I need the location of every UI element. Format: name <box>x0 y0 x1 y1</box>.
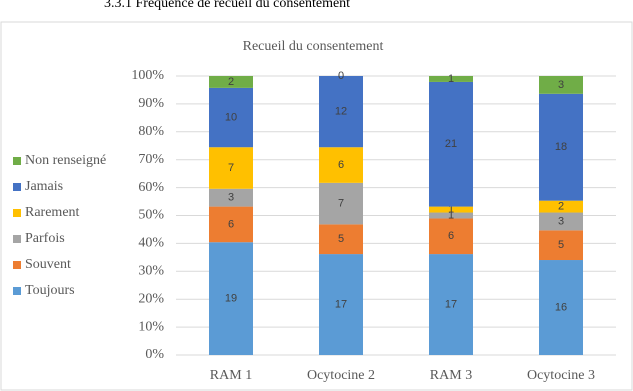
legend-label: Toujours <box>25 283 75 298</box>
bar-segment <box>209 206 253 243</box>
y-tick-label: 100% <box>131 68 164 83</box>
y-tick-label: 20% <box>138 291 164 306</box>
data-label: 2 <box>228 76 234 88</box>
legend-swatch <box>13 183 21 191</box>
bar-segment <box>319 76 363 148</box>
data-label: 5 <box>558 239 564 251</box>
bar-segment <box>319 182 363 225</box>
bar-segment <box>429 218 473 255</box>
x-tick-label: RAM 1 <box>210 368 252 383</box>
data-label: 16 <box>555 301 567 313</box>
bar-segment <box>539 76 583 94</box>
x-tick-label: Ocytocine 2 <box>307 368 375 383</box>
bar-segment <box>539 200 583 213</box>
data-label: 1 <box>448 203 454 215</box>
legend-label: Souvent <box>25 257 71 272</box>
legend-swatch <box>13 209 21 217</box>
data-label: 1 <box>448 209 454 221</box>
bar-segment <box>539 260 583 355</box>
y-tick-label: 50% <box>138 208 164 223</box>
data-label: 1 <box>448 73 454 85</box>
legend-swatch <box>13 235 21 243</box>
bar-segment <box>319 254 363 355</box>
data-label: 3 <box>558 215 564 227</box>
bar-segment <box>319 224 363 255</box>
bar-segment <box>429 76 473 82</box>
y-tick-label: 70% <box>138 152 164 167</box>
data-label: 0 <box>338 70 344 82</box>
data-label: 19 <box>225 293 237 305</box>
y-tick-label: 30% <box>138 264 164 279</box>
data-label: 2 <box>558 201 564 213</box>
data-label: 10 <box>225 111 237 123</box>
bar-segment <box>209 76 253 88</box>
legend-swatch <box>13 287 21 295</box>
bar-segment <box>429 81 473 207</box>
bar-segment <box>209 147 253 189</box>
chart-title: Recueil du consentement <box>243 39 384 54</box>
legend-swatch <box>13 157 21 165</box>
bar-segment <box>539 230 583 261</box>
bar-segment <box>209 188 253 207</box>
data-label: 7 <box>338 198 344 210</box>
data-label: 21 <box>445 138 457 150</box>
bar-segment <box>539 93 583 201</box>
bar-segment <box>209 87 253 148</box>
data-label: 6 <box>448 230 454 242</box>
bar-segment <box>429 206 473 213</box>
data-label: 18 <box>555 141 567 153</box>
data-label: 5 <box>338 233 344 245</box>
bar-segment <box>209 242 253 355</box>
y-tick-label: 80% <box>138 124 164 139</box>
y-tick-label: 10% <box>138 319 164 334</box>
y-tick-label: 90% <box>138 96 164 111</box>
x-tick-label: RAM 3 <box>430 368 472 383</box>
y-tick-label: 40% <box>138 236 164 251</box>
y-tick-label: 60% <box>138 180 164 195</box>
legend-label: Rarement <box>25 205 80 220</box>
bar-segment <box>429 254 473 355</box>
data-label: 7 <box>228 162 234 174</box>
data-label: 17 <box>335 298 347 310</box>
data-label: 6 <box>228 218 234 230</box>
data-label: 6 <box>338 159 344 171</box>
bar-segment <box>429 212 473 219</box>
y-tick-label: 0% <box>145 347 164 362</box>
legend-swatch <box>13 261 21 269</box>
bar-segment <box>539 212 583 231</box>
heading: 3.3.1 Fréquence de recueil du consenteme… <box>104 0 350 11</box>
data-label: 3 <box>558 79 564 91</box>
bar-segment <box>319 147 363 183</box>
legend-label: Non renseigné <box>25 153 106 168</box>
data-label: 17 <box>445 298 457 310</box>
legend-label: Parfois <box>25 231 65 246</box>
legend-label: Jamais <box>25 179 63 194</box>
data-label: 3 <box>228 192 234 204</box>
chart-border <box>0 21 633 391</box>
data-label: 12 <box>335 106 347 118</box>
x-tick-label: Ocytocine 3 <box>527 368 595 383</box>
